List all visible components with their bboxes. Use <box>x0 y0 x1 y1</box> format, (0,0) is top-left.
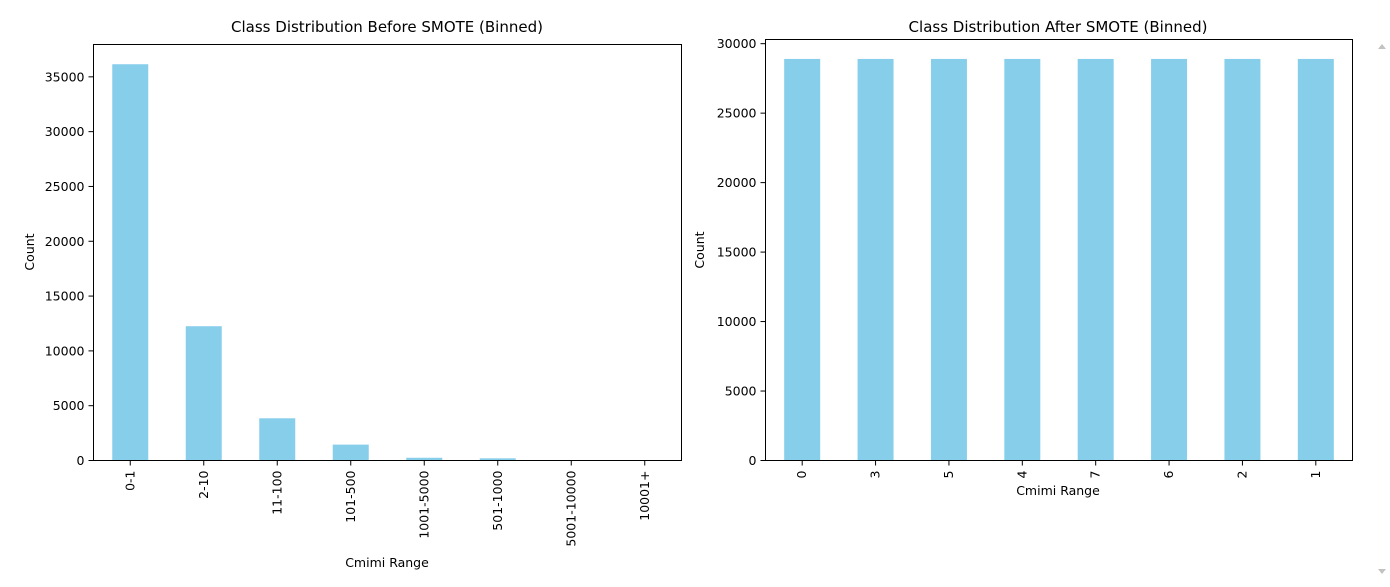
y-tick-label: 20000 <box>45 234 85 249</box>
y-tick-label: 30000 <box>717 36 757 51</box>
bar-4 <box>1004 58 1041 461</box>
bar-0-1 <box>112 64 149 461</box>
x-tick-label: 1001-5000 <box>416 470 431 538</box>
y-tick-label: 35000 <box>45 69 85 84</box>
y-axis-label-after: Count <box>692 231 707 268</box>
bar-5 <box>930 58 967 461</box>
y-tick-label: 10000 <box>717 314 757 329</box>
x-tick-label: 2-10 <box>196 470 211 498</box>
bars-after <box>784 58 1334 461</box>
x-tick-label: 3 <box>868 471 883 479</box>
x-tick-label: 5001-10000 <box>563 470 578 546</box>
y-ticks-after: 0 5000 10000 15000 20000 25000 30000 <box>717 36 766 468</box>
x-tick-label: 0-1 <box>122 471 137 491</box>
x-axis-label-before: Cmimi Range <box>345 555 429 570</box>
y-tick-label: 15000 <box>45 289 85 304</box>
x-tick-label: 11-100 <box>269 470 284 514</box>
plot-frame-before <box>93 44 682 461</box>
bar-101-500 <box>332 444 369 461</box>
y-tick-label: 25000 <box>45 179 85 194</box>
x-tick-label: 501-1000 <box>490 470 505 530</box>
bar-1001-5000 <box>406 457 443 461</box>
x-tick-label: 7 <box>1088 471 1103 479</box>
x-ticks-after: 0 3 5 4 7 6 2 1 <box>794 460 1323 479</box>
bar-11-100 <box>259 418 296 461</box>
y-tick-label: 10000 <box>45 343 85 358</box>
y-tick-label: 0 <box>77 453 85 468</box>
bar-6 <box>1151 58 1188 461</box>
chart-after-smote: Class Distribution After SMOTE (Binned) … <box>692 18 1353 498</box>
x-tick-label: 5 <box>941 471 956 479</box>
x-axis-label-after: Cmimi Range <box>1016 483 1100 498</box>
y-tick-label: 5000 <box>725 384 757 399</box>
scroll-up-icon[interactable] <box>1378 44 1386 49</box>
x-tick-label: 1 <box>1308 471 1323 479</box>
chart-title-before: Class Distribution Before SMOTE (Binned) <box>231 18 543 36</box>
y-tick-label: 5000 <box>53 398 85 413</box>
y-tick-label: 15000 <box>717 245 757 260</box>
bar-2-10 <box>185 326 222 461</box>
y-axis-label-before: Count <box>22 233 37 270</box>
x-tick-label: 101-500 <box>343 470 358 522</box>
x-tick-label: 6 <box>1161 470 1176 478</box>
x-ticks-before: 0-1 2-10 11-100 101-500 1001-5000 501-1000 500… <box>122 460 652 547</box>
bar-3 <box>857 58 894 461</box>
bar-1 <box>1297 58 1334 461</box>
chart-title-after: Class Distribution After SMOTE (Binned) <box>909 18 1208 36</box>
x-tick-label: 2 <box>1234 471 1249 479</box>
bar-0 <box>784 58 821 461</box>
plot-frame-after <box>765 39 1353 461</box>
bar-2 <box>1224 58 1261 461</box>
bar-7 <box>1077 58 1114 461</box>
y-tick-label: 25000 <box>717 106 757 121</box>
y-tick-label: 20000 <box>717 175 757 190</box>
x-tick-label: 10001+ <box>637 471 652 521</box>
scroll-down-icon[interactable] <box>1378 569 1386 574</box>
bar-501-1000 <box>479 458 516 461</box>
y-tick-label: 0 <box>749 453 757 468</box>
y-ticks-before: 0 5000 10000 15000 20000 25000 30000 35000 <box>45 69 94 468</box>
x-tick-label: 0 <box>794 470 809 478</box>
chart-before-smote: Class Distribution Before SMOTE (Binned)… <box>22 18 682 570</box>
y-tick-label: 30000 <box>45 124 85 139</box>
x-tick-label: 4 <box>1014 470 1029 478</box>
bars-before <box>112 64 663 461</box>
